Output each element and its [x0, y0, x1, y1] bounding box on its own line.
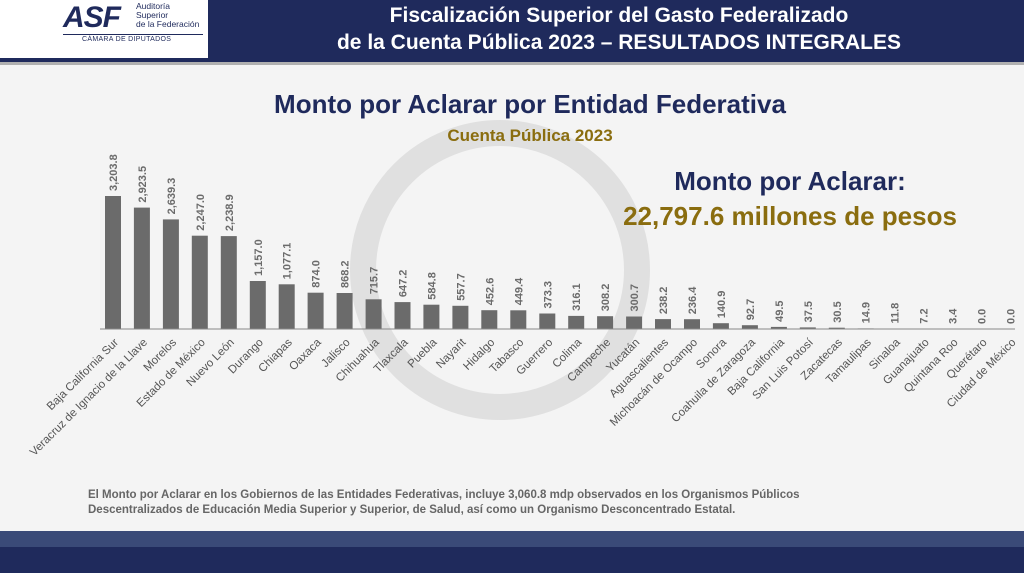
asf-logo: ASF Auditoría Superior de la Federación …	[0, 0, 208, 58]
bar	[568, 315, 585, 329]
data-label: 452.6	[484, 278, 496, 306]
data-label: 2,238.9	[224, 194, 236, 231]
data-label: 584.8	[426, 272, 438, 300]
bar	[423, 304, 440, 329]
data-label: 874.0	[311, 260, 323, 288]
data-label: 238.2	[658, 287, 670, 315]
bar	[741, 325, 758, 329]
bar	[799, 327, 816, 329]
bar	[539, 313, 556, 329]
bar	[684, 319, 700, 329]
logo-chamber: CÁMARA DE DIPUTADOS	[82, 36, 172, 43]
data-label: 647.2	[398, 270, 410, 298]
bar	[105, 196, 121, 329]
data-label: 308.2	[600, 284, 612, 312]
data-label: 92.7	[745, 299, 757, 320]
category-label: Puebla	[406, 336, 440, 370]
page-title: Fiscalización Superior del Gasto Federal…	[214, 2, 1024, 56]
chart-subtitle: Cuenta Pública 2023	[447, 126, 613, 145]
data-label: 49.5	[774, 300, 786, 321]
data-label: 11.8	[890, 303, 902, 324]
data-label: 316.1	[571, 283, 583, 311]
bar	[191, 235, 208, 329]
bar	[626, 316, 643, 329]
bar	[770, 326, 787, 329]
data-label: 300.7	[629, 284, 641, 312]
data-label: 0.0	[977, 309, 989, 324]
bar	[828, 327, 845, 329]
data-label: 140.9	[716, 291, 728, 319]
data-label: 868.2	[340, 260, 352, 288]
data-label: 37.5	[803, 301, 815, 322]
bar	[597, 316, 614, 329]
data-label: 3,203.8	[108, 154, 120, 191]
logo-divider	[63, 34, 203, 35]
data-label: 236.4	[687, 286, 699, 314]
bar	[510, 310, 527, 329]
bar	[394, 302, 411, 329]
footnote-line2: Descentralizados de Educación Media Supe…	[88, 504, 736, 516]
footnote: El Monto por Aclarar en los Gobiernos de…	[88, 488, 968, 518]
data-label: 2,639.3	[166, 178, 178, 215]
header-bar: ASF Auditoría Superior de la Federación …	[0, 0, 1024, 62]
bar	[655, 319, 671, 329]
footer-bar	[0, 547, 1024, 573]
bar	[452, 305, 469, 329]
data-label: 557.7	[455, 273, 467, 301]
data-label: 715.7	[369, 267, 381, 295]
data-label: 2,247.0	[195, 194, 207, 231]
data-label: 30.5	[832, 301, 844, 322]
footnote-line1: El Monto por Aclarar en los Gobiernos de…	[88, 489, 800, 501]
page-title-line1: Fiscalización Superior del Gasto Federal…	[389, 4, 849, 27]
data-label: 2,923.5	[137, 166, 149, 203]
total-amount-value: 22,797.6 millones de pesos	[623, 201, 957, 231]
header-divider	[0, 62, 1024, 65]
logo-sub-line: Superior	[136, 10, 169, 20]
total-amount-label: Monto por Aclarar:	[674, 166, 906, 196]
data-label: 449.4	[513, 277, 525, 305]
chart-title: Monto por Aclarar por Entidad Federativa	[274, 89, 786, 119]
data-label: 14.9	[861, 302, 873, 323]
bar	[278, 284, 295, 329]
bar	[307, 292, 324, 329]
logo-sub-line: de la Federación	[136, 19, 200, 29]
bar	[336, 293, 353, 329]
bar	[365, 299, 382, 329]
footer-band	[0, 531, 1024, 547]
data-label: 7.2	[919, 308, 931, 323]
category-label: Oaxaca	[287, 336, 324, 373]
data-label: 0.0	[1005, 309, 1017, 324]
bar	[133, 207, 150, 329]
data-label: 373.3	[542, 281, 554, 309]
data-label: 1,077.1	[282, 243, 294, 280]
bar	[220, 236, 237, 329]
data-label: 3.4	[948, 308, 960, 324]
logo-text: ASF	[63, 1, 121, 34]
data-label: 1,157.0	[253, 239, 265, 276]
category-label: Veracruz de Ignacio de la Llave	[28, 337, 150, 459]
bar	[712, 323, 729, 329]
logo-sub-line: Auditoría	[136, 1, 171, 11]
page-title-line2: de la Cuenta Pública 2023 – RESULTADOS I…	[336, 31, 902, 54]
bar	[249, 281, 266, 329]
logo-subtitle: Auditoría Superior de la Federación	[136, 2, 199, 29]
bar	[162, 219, 179, 329]
bar	[481, 310, 498, 329]
